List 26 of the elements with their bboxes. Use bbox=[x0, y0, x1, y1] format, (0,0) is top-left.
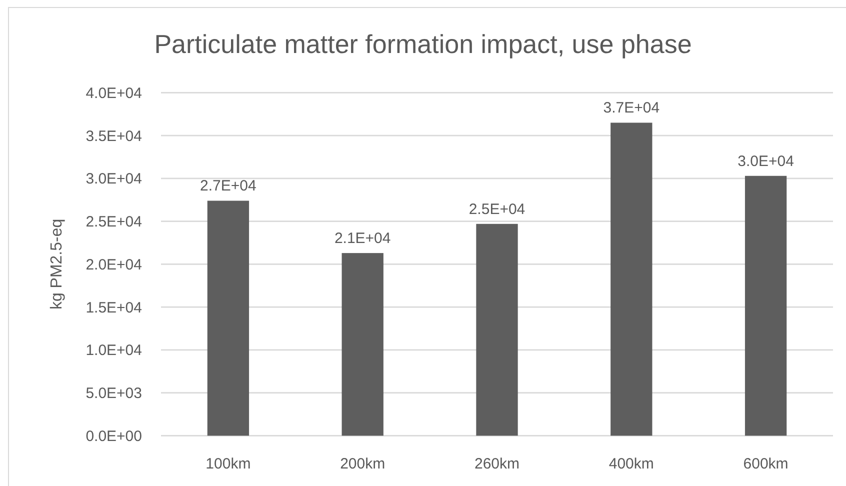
y-tick-label: 1.0E+04 bbox=[86, 342, 142, 360]
data-label: 3.7E+04 bbox=[603, 100, 660, 117]
y-tick-label: 3.0E+04 bbox=[86, 170, 142, 188]
y-tick-label: 2.5E+04 bbox=[86, 214, 142, 231]
chart-title: Particulate matter formation impact, use phase bbox=[154, 29, 692, 59]
x-tick-label: 400km bbox=[608, 455, 654, 472]
y-tick-label: 0.0E+00 bbox=[86, 428, 142, 445]
y-tick-label: 2.0E+04 bbox=[86, 256, 142, 274]
y-axis-title: kg PM2.5-eq bbox=[48, 218, 66, 310]
data-label: 3.0E+04 bbox=[738, 152, 794, 170]
bar bbox=[342, 253, 384, 436]
data-label: 2.5E+04 bbox=[468, 200, 526, 218]
data-label: 2.1E+04 bbox=[334, 230, 391, 248]
x-tick-label: 200km bbox=[340, 455, 386, 472]
y-tick-label: 4.0E+04 bbox=[86, 84, 142, 102]
data-label: 2.7E+04 bbox=[200, 178, 256, 195]
y-tick-label: 3.5E+04 bbox=[86, 128, 142, 145]
bar bbox=[744, 176, 787, 436]
x-tick-label: 260km bbox=[474, 455, 520, 472]
y-tick-label: 5.0E+03 bbox=[86, 385, 142, 402]
bar bbox=[610, 122, 652, 436]
x-tick-label: 600km bbox=[743, 455, 788, 472]
bar bbox=[207, 200, 250, 436]
x-tick-label: 100km bbox=[206, 455, 251, 472]
bar bbox=[476, 224, 518, 436]
y-tick-label: 1.5E+04 bbox=[86, 299, 142, 316]
